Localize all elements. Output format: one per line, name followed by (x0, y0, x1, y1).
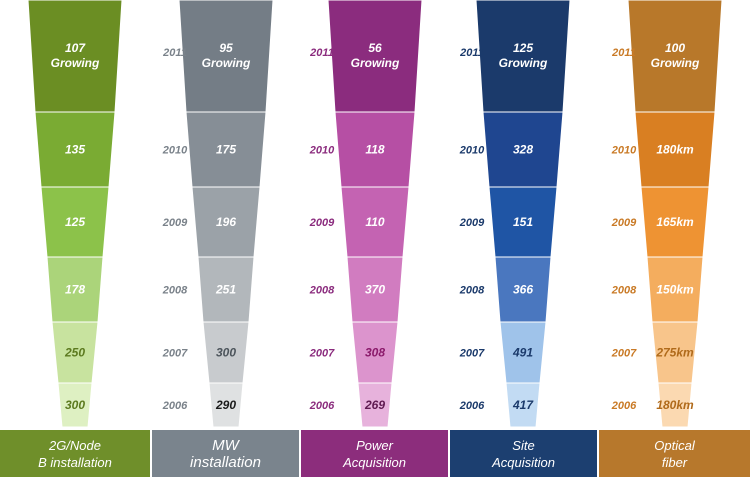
footer-label: Optical fiber (654, 437, 695, 470)
segment-value: 250 (64, 346, 85, 360)
segment-value: 269 (364, 398, 385, 412)
segment-value: 150km (656, 283, 694, 297)
footer-site: Site Acquisition (450, 430, 597, 477)
segment-value: 300 (65, 398, 85, 412)
segment-value: 175 (216, 143, 236, 157)
segment-value: 196 (216, 215, 236, 229)
funnel-column: 100 Growing 2011 180km 2010 165km 2009 150km 200… (611, 0, 723, 428)
year-label: 2009 (162, 217, 188, 229)
segment-value: 328 (513, 143, 533, 157)
funnel-column: 125 Growing 2011 328 2010 151 2009 366 2008 491 20… (459, 0, 571, 428)
segment-value: 110 (365, 215, 384, 229)
year-label: 2009 (611, 217, 637, 229)
footer-mw: MW installation (152, 430, 299, 477)
segment-value: 151 (513, 215, 533, 229)
segment-value: 180km (656, 143, 694, 157)
segment-value: 251 (215, 283, 236, 297)
year-label: 2006 (459, 400, 485, 412)
segment-value: 125 Growing (499, 41, 548, 70)
year-label: 2011 (162, 47, 187, 59)
year-label: 2011 (611, 47, 636, 59)
segment-value: 308 (365, 346, 385, 360)
year-label: 2010 (309, 145, 335, 157)
segment-value: 366 (513, 283, 533, 297)
segment-value: 135 (65, 143, 85, 157)
segment-value: 491 (512, 346, 533, 360)
year-label: 2006 (611, 400, 637, 412)
footer-2g-node-b: 2G/Node B installation (0, 430, 150, 477)
footer-label: 2G/Node B installation (38, 437, 112, 470)
year-label: 2006 (309, 400, 335, 412)
segment-value: 290 (215, 398, 236, 412)
funnel-diagram: 107 Growing 135 125 178 250 300 95 Growing 2011 17… (27, 0, 723, 428)
segment-value: 180km (656, 398, 694, 412)
year-label: 2007 (459, 348, 485, 360)
segment-value: 178 (65, 283, 85, 297)
year-label: 2009 (309, 217, 335, 229)
year-label: 2010 (459, 145, 485, 157)
segment-value: 165km (656, 215, 694, 229)
year-label: 2010 (162, 145, 188, 157)
year-label: 2008 (162, 285, 188, 297)
year-label: 2007 (162, 348, 188, 360)
year-label: 2008 (611, 285, 637, 297)
footer-optical: Optical fiber (599, 430, 750, 477)
footer-label: Site Acquisition (492, 437, 555, 470)
segment-value: 107 Growing (51, 41, 100, 70)
funnel-segment (357, 382, 393, 428)
funnel-segment (505, 382, 541, 428)
segment-value: 275km (655, 346, 694, 360)
segment-value: 125 (65, 215, 85, 229)
year-label: 2008 (309, 285, 335, 297)
segment-value: 417 (512, 398, 534, 412)
footer-label: Power Acquisition (343, 437, 406, 470)
funnel-column: 95 Growing 2011 175 2010 196 2009 251 2008 300 200… (162, 0, 274, 428)
year-label: 2007 (611, 348, 637, 360)
year-label: 2006 (162, 400, 188, 412)
segment-value: 118 (365, 143, 384, 157)
year-label: 2009 (459, 217, 485, 229)
year-label: 2010 (611, 145, 637, 157)
funnel-segment (208, 382, 244, 428)
year-label: 2011 (459, 47, 484, 59)
footer-label: MW installation (190, 436, 261, 471)
funnel-segment (57, 382, 93, 428)
year-label: 2011 (309, 47, 334, 59)
footer-power: Power Acquisition (301, 430, 448, 477)
year-label: 2008 (459, 285, 485, 297)
funnel-column: 56 Growing 2011 118 2010 110 2009 370 2008 308 200… (309, 0, 423, 428)
year-label: 2007 (309, 348, 335, 360)
segment-value: 370 (365, 283, 385, 297)
segment-value: 56 Growing (351, 41, 400, 70)
segment-value: 300 (216, 346, 236, 360)
funnel-column: 107 Growing 135 125 178 250 300 (27, 0, 123, 428)
segment-value: 95 Growing (202, 41, 251, 70)
funnel-segment (657, 382, 693, 428)
segment-value: 100 Growing (651, 41, 700, 70)
